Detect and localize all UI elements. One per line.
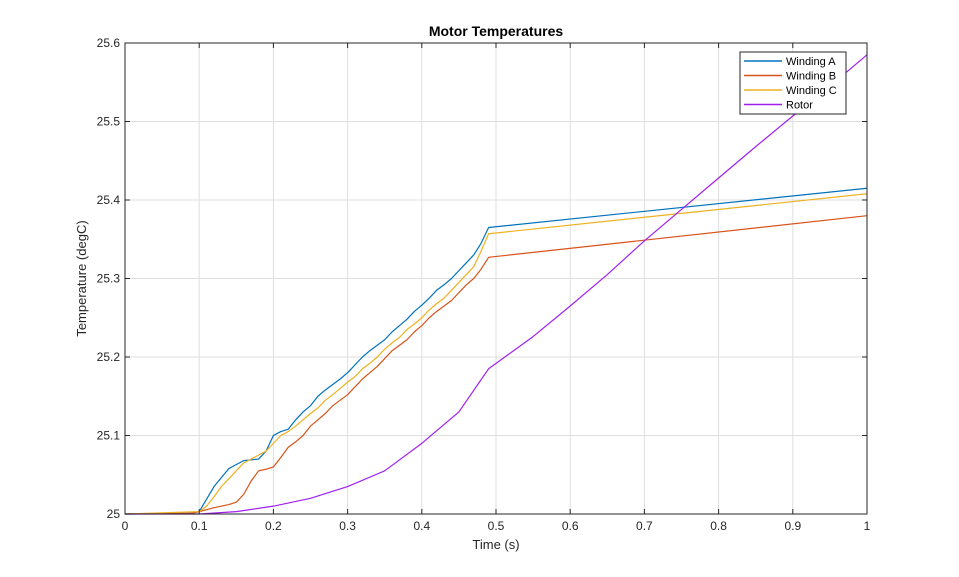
chart-title: Motor Temperatures [429,23,564,39]
legend-entry: Rotor [786,100,813,112]
x-tick-label: 1 [864,519,871,533]
series-line-winding-a [124,187,868,515]
y-axis-ticks: 25 25.1 25.2 25.3 25.4 25.5 25.6 [97,36,867,521]
y-tick-label: 25 [107,507,121,521]
y-tick-label: 25.5 [97,115,121,129]
legend-box [739,51,847,115]
x-tick-label: 0.3 [339,519,356,533]
y-axis-label: Temperature (degC) [74,220,89,336]
legend: Winding A Winding B Winding C Rotor [739,51,847,115]
x-tick-label: 0.8 [710,519,727,533]
legend-entry: Winding A [786,56,836,68]
y-tick-label: 25.3 [97,272,121,286]
y-tick-label: 25.4 [97,193,121,207]
x-tick-label: 0.4 [413,519,430,533]
legend-entry: Winding C [786,85,837,97]
series-line-rotor [125,54,868,515]
x-tick-label: 0.9 [784,519,801,533]
x-tick-label: 0.7 [636,519,653,533]
series-line-winding-b [124,215,868,515]
y-tick-label: 25.6 [97,36,121,50]
grid [125,43,867,514]
x-tick-label: 0.5 [488,519,505,533]
x-axis-label: Time (s) [472,537,519,552]
x-tick-label: 0.2 [265,519,282,533]
y-tick-label: 25.1 [97,429,121,443]
x-tick-label: 0.6 [562,519,579,533]
y-tick-label: 25.2 [97,350,121,364]
x-tick-label: 0 [122,519,129,533]
x-axis-ticks: 0 0.1 0.2 0.3 0.4 0.5 0.6 0.7 0.8 0.9 1 [122,43,871,533]
series-lines [124,54,868,515]
series-line-winding-c [124,193,868,515]
x-tick-label: 0.1 [191,519,208,533]
legend-entry: Winding B [786,71,836,83]
